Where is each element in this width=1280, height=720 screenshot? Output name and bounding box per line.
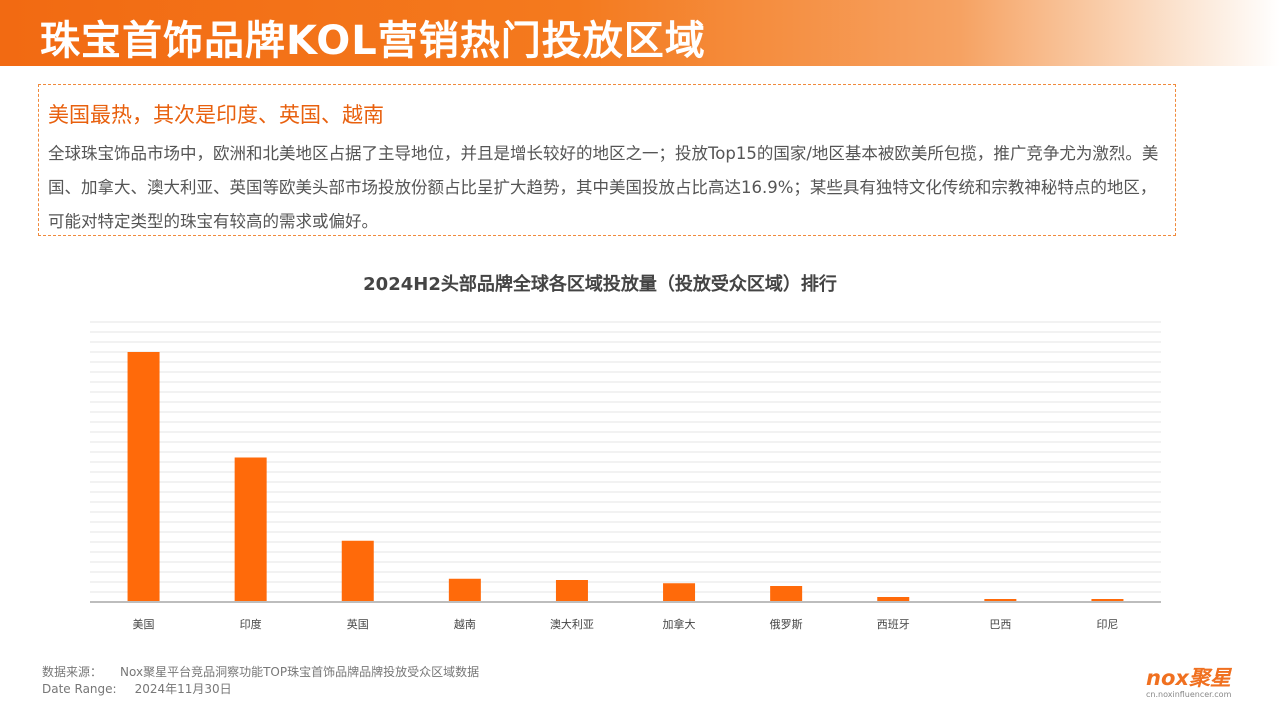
chart-gridlines	[90, 321, 1161, 593]
category-label: 英国	[347, 617, 369, 631]
category-label: 越南	[454, 617, 476, 631]
summary-body: 全球珠宝饰品市场中，欧洲和北美地区占据了主导地位，并且是增长较好的地区之一；投放…	[48, 144, 1159, 231]
logo-brand: nox聚星	[1146, 666, 1231, 690]
category-label: 印尼	[1096, 618, 1118, 631]
category-label: 澳大利亚	[550, 617, 594, 631]
category-label: 巴西	[989, 618, 1011, 631]
date-row: Date Range: 2024年11月30日	[42, 681, 479, 698]
bar-2	[234, 457, 267, 602]
nox-logo: nox聚星 cn.noxinfluencer.com	[1146, 662, 1246, 708]
source-row: 数据来源： Nox聚星平台竞品洞察功能TOP珠宝首饰品牌品牌投放受众区域数据	[42, 664, 479, 681]
category-label: 俄罗斯	[770, 618, 803, 631]
footer: 数据来源： Nox聚星平台竞品洞察功能TOP珠宝首饰品牌品牌投放受众区域数据 Da…	[42, 664, 479, 698]
bar-8	[877, 597, 910, 602]
source-label: 数据来源：	[42, 665, 103, 679]
chart-title: 2024H2头部品牌全球各区域投放量（投放受众区域）排行	[363, 274, 837, 295]
title-bar: 珠宝首饰品牌KOL营销热门投放区域	[0, 0, 1280, 66]
category-label: 美国	[133, 618, 155, 631]
bar-3	[341, 540, 374, 602]
category-label: 加拿大	[663, 617, 696, 631]
category-label: 印度	[240, 617, 262, 631]
bar-7	[770, 586, 803, 602]
page-title: 珠宝首饰品牌KOL营销热门投放区域	[40, 18, 706, 64]
bar-1	[127, 352, 160, 602]
chart-bars	[127, 352, 1124, 602]
bar-9	[984, 599, 1017, 602]
summary-headline: 美国最热，其次是印度、英国、越南	[48, 103, 384, 127]
chart-category-labels: 美国 印度 英国 越南 澳大利亚 加拿大 俄罗斯 西班牙 巴西 印尼	[133, 617, 1119, 631]
bar-5	[555, 580, 588, 602]
bar-10	[1091, 599, 1124, 602]
summary-box: 美国最热，其次是印度、英国、越南 全球珠宝饰品市场中，欧洲和北美地区占据了主导地…	[38, 84, 1176, 236]
source-text: Nox聚星平台竞品洞察功能TOP珠宝首饰品牌品牌投放受众区域数据	[120, 665, 480, 679]
bar-4	[448, 578, 481, 602]
bar-6	[663, 583, 696, 602]
date-label: Date Range:	[42, 682, 117, 696]
category-label: 西班牙	[877, 618, 910, 631]
date-text: 2024年11月30日	[134, 682, 232, 696]
logo-url: cn.noxinfluencer.com	[1146, 690, 1232, 699]
